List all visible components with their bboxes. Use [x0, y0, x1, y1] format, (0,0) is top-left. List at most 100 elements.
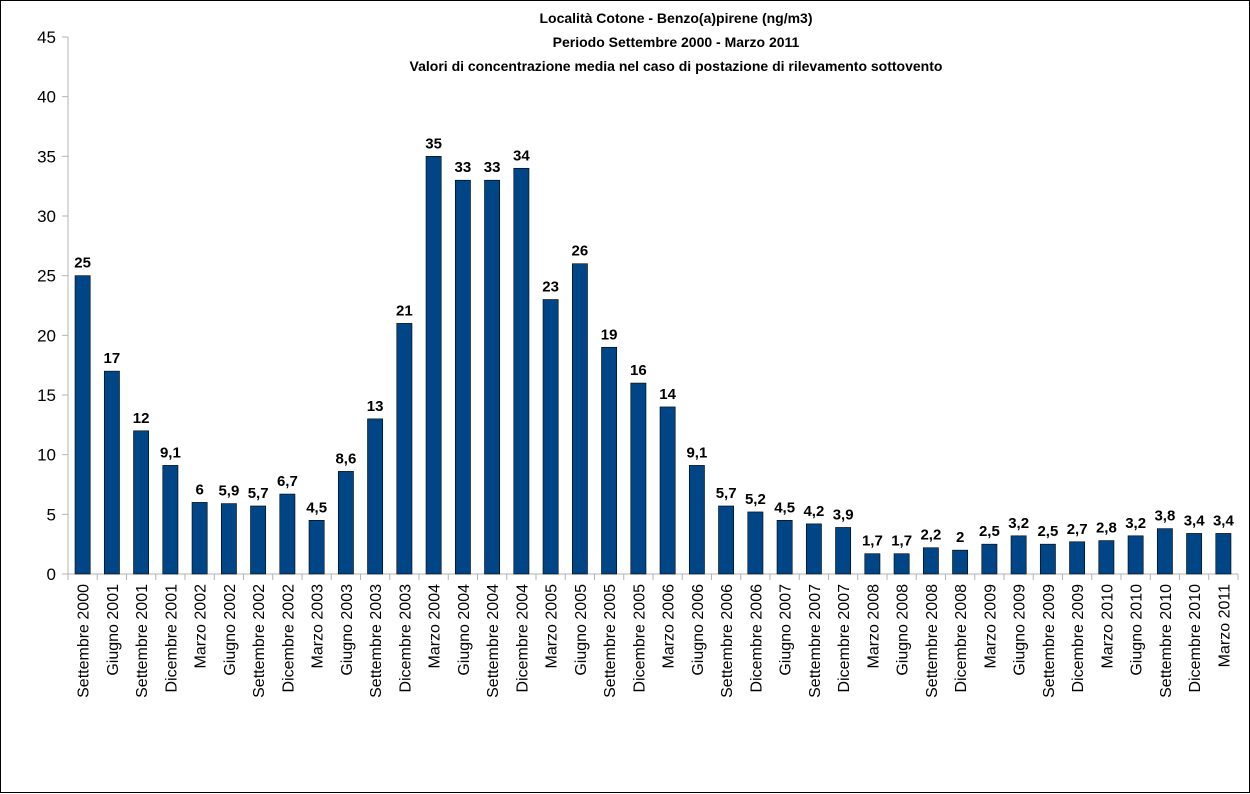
- x-tick-label: Settembre 2000: [76, 584, 93, 698]
- data-label: 19: [601, 326, 618, 343]
- bar: [220, 503, 237, 575]
- bar: [133, 430, 150, 575]
- chart-subtitle-2: Valori di concentrazione media nel caso …: [410, 58, 943, 74]
- bar: [952, 549, 969, 575]
- data-label: 5,2: [745, 491, 766, 508]
- data-label: 35: [425, 135, 442, 152]
- x-tick-label: Giugno 2002: [222, 584, 239, 676]
- y-tick-label: 35: [37, 147, 56, 166]
- data-label: 9,1: [686, 444, 707, 461]
- bar: [454, 179, 471, 575]
- x-tick-label: Giugno 2001: [105, 584, 122, 676]
- data-label: 2,7: [1067, 521, 1088, 538]
- bar: [367, 418, 384, 575]
- bar: [981, 543, 998, 575]
- data-label: 2,5: [1037, 523, 1058, 540]
- data-label: 4,5: [306, 499, 327, 516]
- x-tick-label: Marzo 2004: [427, 584, 444, 669]
- x-tick-label: Giugno 2003: [339, 584, 356, 676]
- data-label: 1,7: [862, 533, 883, 550]
- data-label: 21: [396, 302, 413, 319]
- x-tick-label: Marzo 2008: [865, 584, 882, 669]
- chart-title: Località Cotone - Benzo(a)pirene (ng/m3): [539, 10, 812, 26]
- x-tick-label: Giugno 2009: [1012, 584, 1029, 676]
- x-tick-label: Dicembre 2005: [631, 584, 648, 693]
- bar: [893, 553, 910, 575]
- y-tick-label: 30: [37, 207, 56, 226]
- x-tick-label: Giugno 2007: [778, 584, 795, 676]
- bar: [922, 547, 939, 575]
- x-tick-label: Settembre 2003: [368, 584, 385, 698]
- bar: [1010, 535, 1027, 575]
- bar: [250, 505, 267, 575]
- bar: [1156, 528, 1173, 575]
- data-label: 2: [956, 529, 964, 546]
- data-label: 12: [133, 410, 150, 427]
- y-tick-label: 0: [47, 565, 56, 584]
- bar: [1127, 535, 1144, 575]
- data-label: 5,7: [248, 485, 269, 502]
- data-label: 13: [367, 398, 384, 415]
- data-label: 33: [484, 159, 501, 176]
- data-label: 8,6: [335, 450, 356, 467]
- data-label: 25: [74, 255, 91, 272]
- bar: [1039, 543, 1056, 575]
- y-tick-label: 25: [37, 267, 56, 286]
- data-label: 3,2: [1008, 515, 1029, 532]
- chart-subtitle: Periodo Settembre 2000 - Marzo 2011: [553, 34, 800, 50]
- data-label: 23: [542, 279, 559, 296]
- bar: [659, 406, 676, 575]
- x-tick-label: Marzo 2002: [193, 584, 210, 669]
- data-label: 4,2: [803, 503, 824, 520]
- x-tick-label: Dicembre 2010: [1187, 584, 1204, 693]
- y-tick-label: 5: [47, 505, 56, 524]
- x-tick-label: Settembre 2002: [251, 584, 268, 698]
- bar: [1098, 540, 1115, 575]
- x-tick-label: Settembre 2001: [134, 584, 151, 698]
- x-tick-label: Dicembre 2004: [514, 584, 531, 693]
- x-tick-label: Settembre 2007: [807, 584, 824, 698]
- bar: [396, 323, 413, 575]
- data-label: 5,9: [218, 483, 239, 500]
- y-tick-label: 15: [37, 386, 56, 405]
- x-tick-label: Marzo 2005: [544, 584, 561, 669]
- x-tick-label: Dicembre 2008: [953, 584, 970, 693]
- bars-layer: [74, 156, 1232, 575]
- x-tick-label: Marzo 2011: [1216, 584, 1233, 667]
- bar: [630, 382, 647, 575]
- data-label: 2,2: [920, 527, 941, 544]
- x-tick-label: Giugno 2004: [456, 584, 473, 676]
- x-tick-label: Giugno 2008: [895, 584, 912, 676]
- y-tick-label: 45: [37, 28, 56, 47]
- data-label: 6,7: [277, 473, 298, 490]
- x-tick-label: Dicembre 2002: [280, 584, 297, 693]
- bar: [571, 263, 588, 575]
- x-tick-label: Marzo 2003: [310, 584, 327, 669]
- bar: [1215, 533, 1232, 575]
- bar: [162, 465, 179, 575]
- x-tick-label: Settembre 2004: [485, 584, 502, 698]
- bar: [513, 167, 530, 575]
- bar: [103, 370, 120, 575]
- data-label: 2,8: [1096, 520, 1117, 537]
- bar: [484, 179, 501, 575]
- x-tick-label: Giugno 2010: [1129, 584, 1146, 676]
- data-label: 4,5: [774, 499, 795, 516]
- x-tick-label: Dicembre 2006: [748, 584, 765, 693]
- bar: [279, 493, 296, 575]
- data-label: 16: [630, 362, 647, 379]
- data-label: 3,9: [833, 506, 854, 523]
- data-label: 14: [659, 386, 676, 403]
- bar: [776, 519, 793, 575]
- data-label: 3,8: [1154, 508, 1175, 525]
- x-tick-label: Dicembre 2001: [163, 584, 180, 693]
- data-label: 5,7: [716, 485, 737, 502]
- y-tick-label: 20: [37, 326, 56, 345]
- data-label: 34: [513, 147, 530, 164]
- x-tick-label: Settembre 2009: [1041, 584, 1058, 698]
- x-tick-label: Settembre 2010: [1158, 584, 1175, 698]
- bar: [308, 519, 325, 575]
- data-label: 2,5: [979, 523, 1000, 540]
- bar: [864, 553, 881, 575]
